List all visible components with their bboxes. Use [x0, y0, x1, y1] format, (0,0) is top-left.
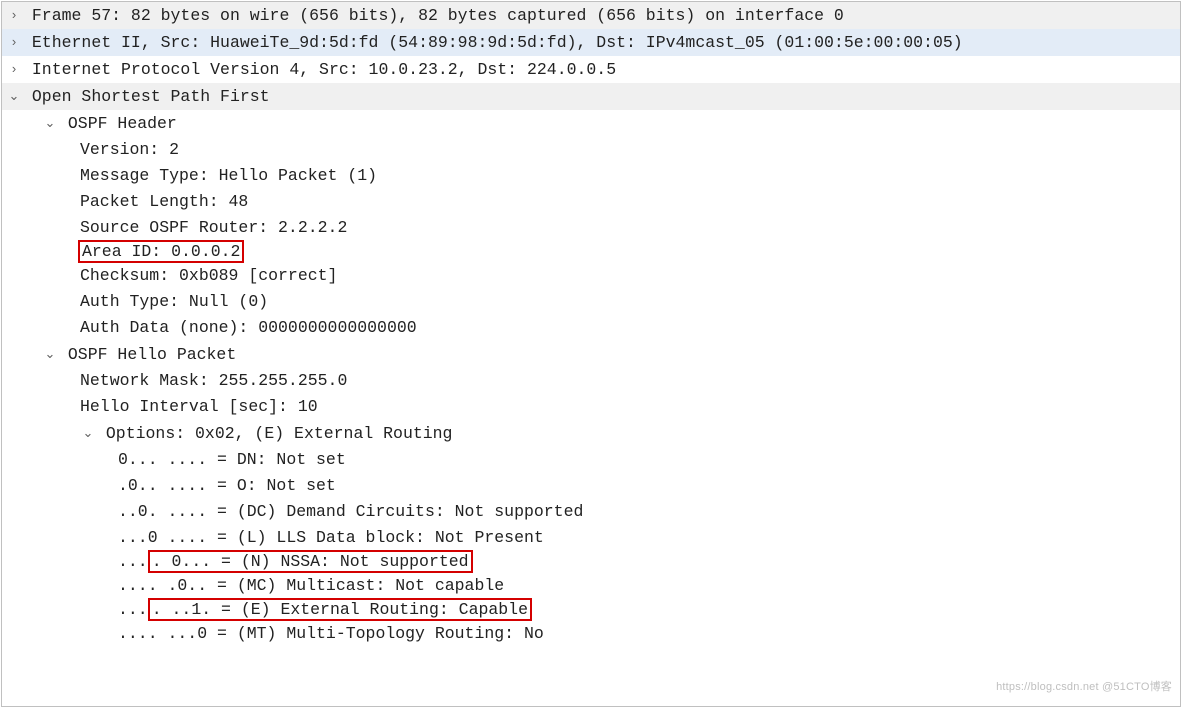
field-areaid[interactable]: Area ID: 0.0.0.2 [2, 241, 1180, 263]
watermark-label: https://blog.csdn.net @51CTO博客 [996, 681, 1172, 693]
field-srcrtr[interactable]: Source OSPF Router: 2.2.2.2 [2, 215, 1180, 241]
field-cksum-label: Checksum: 0xb089 [correct] [80, 266, 337, 285]
opt-dn-label: 0... .... = DN: Not set [118, 450, 346, 469]
field-authdata[interactable]: Auth Data (none): 0000000000000000 [2, 315, 1180, 341]
opt-n[interactable]: .... 0... = (N) NSSA: Not supported [2, 551, 1180, 573]
tree-frame-label: Frame 57: 82 bytes on wire (656 bits), 8… [32, 6, 844, 25]
tree-ospf-hello[interactable]: ⌄ OSPF Hello Packet [2, 341, 1180, 368]
field-netmask-label: Network Mask: 255.255.255.0 [80, 371, 347, 390]
field-msgtype[interactable]: Message Type: Hello Packet (1) [2, 163, 1180, 189]
opt-o[interactable]: .0.. .... = O: Not set [2, 473, 1180, 499]
field-netmask[interactable]: Network Mask: 255.255.255.0 [2, 368, 1180, 394]
opt-mc-label: .... .0.. = (MC) Multicast: Not capable [118, 576, 504, 595]
opt-n-label: . 0... = (N) NSSA: Not supported [152, 552, 469, 571]
opt-l[interactable]: ...0 .... = (L) LLS Data block: Not Pres… [2, 525, 1180, 551]
tree-ospf-header-label: OSPF Header [68, 114, 177, 133]
field-authtype-label: Auth Type: Null (0) [80, 292, 268, 311]
field-srcrtr-label: Source OSPF Router: 2.2.2.2 [80, 218, 347, 237]
opt-e[interactable]: .... ..1. = (E) External Routing: Capabl… [2, 599, 1180, 621]
tree-frame[interactable]: › Frame 57: 82 bytes on wire (656 bits),… [2, 2, 1180, 29]
chevron-down-icon: ⌄ [6, 83, 22, 109]
chevron-right-icon: › [6, 29, 22, 55]
field-authdata-label: Auth Data (none): 0000000000000000 [80, 318, 417, 337]
packet-details-panel: › Frame 57: 82 bytes on wire (656 bits),… [1, 1, 1181, 707]
field-authtype[interactable]: Auth Type: Null (0) [2, 289, 1180, 315]
highlight-box-nssa: . 0... = (N) NSSA: Not supported [148, 550, 473, 573]
tree-ethernet-label: Ethernet II, Src: HuaweiTe_9d:5d:fd (54:… [32, 33, 963, 52]
tree-ip-label: Internet Protocol Version 4, Src: 10.0.2… [32, 60, 616, 79]
opt-mc[interactable]: .... .0.. = (MC) Multicast: Not capable [2, 573, 1180, 599]
opt-mt-label: .... ...0 = (MT) Multi-Topology Routing:… [118, 624, 544, 643]
chevron-right-icon: › [6, 2, 22, 28]
tree-options[interactable]: ⌄ Options: 0x02, (E) External Routing [2, 420, 1180, 447]
tree-ospf[interactable]: ⌄ Open Shortest Path First [2, 83, 1180, 110]
chevron-down-icon: ⌄ [42, 341, 58, 367]
opt-mt[interactable]: .... ...0 = (MT) Multi-Topology Routing:… [2, 621, 1180, 647]
tree-ospf-hello-label: OSPF Hello Packet [68, 345, 236, 364]
opt-dn[interactable]: 0... .... = DN: Not set [2, 447, 1180, 473]
chevron-down-icon: ⌄ [42, 110, 58, 136]
chevron-down-icon: ⌄ [80, 420, 96, 446]
opt-e-label: . ..1. = (E) External Routing: Capable [152, 600, 528, 619]
field-cksum[interactable]: Checksum: 0xb089 [correct] [2, 263, 1180, 289]
field-helloint[interactable]: Hello Interval [sec]: 10 [2, 394, 1180, 420]
highlight-box-areaid: Area ID: 0.0.0.2 [78, 240, 244, 263]
opt-n-pre: ... [118, 552, 148, 571]
field-pktlen[interactable]: Packet Length: 48 [2, 189, 1180, 215]
field-areaid-label: Area ID: 0.0.0.2 [82, 242, 240, 261]
field-msgtype-label: Message Type: Hello Packet (1) [80, 166, 377, 185]
opt-o-label: .0.. .... = O: Not set [118, 476, 336, 495]
opt-dc-label: ..0. .... = (DC) Demand Circuits: Not su… [118, 502, 583, 521]
opt-l-label: ...0 .... = (L) LLS Data block: Not Pres… [118, 528, 544, 547]
field-version[interactable]: Version: 2 [2, 137, 1180, 163]
watermark: https://blog.csdn.net @51CTO博客 [996, 674, 1172, 700]
opt-e-pre: ... [118, 600, 148, 619]
chevron-right-icon: › [6, 56, 22, 82]
opt-dc[interactable]: ..0. .... = (DC) Demand Circuits: Not su… [2, 499, 1180, 525]
field-version-label: Version: 2 [80, 140, 179, 159]
tree-ethernet[interactable]: › Ethernet II, Src: HuaweiTe_9d:5d:fd (5… [2, 29, 1180, 56]
field-helloint-label: Hello Interval [sec]: 10 [80, 397, 318, 416]
tree-ip[interactable]: › Internet Protocol Version 4, Src: 10.0… [2, 56, 1180, 83]
tree-ospf-label: Open Shortest Path First [32, 87, 270, 106]
field-pktlen-label: Packet Length: 48 [80, 192, 248, 211]
tree-options-label: Options: 0x02, (E) External Routing [106, 424, 453, 443]
highlight-box-external: . ..1. = (E) External Routing: Capable [148, 598, 532, 621]
tree-ospf-header[interactable]: ⌄ OSPF Header [2, 110, 1180, 137]
